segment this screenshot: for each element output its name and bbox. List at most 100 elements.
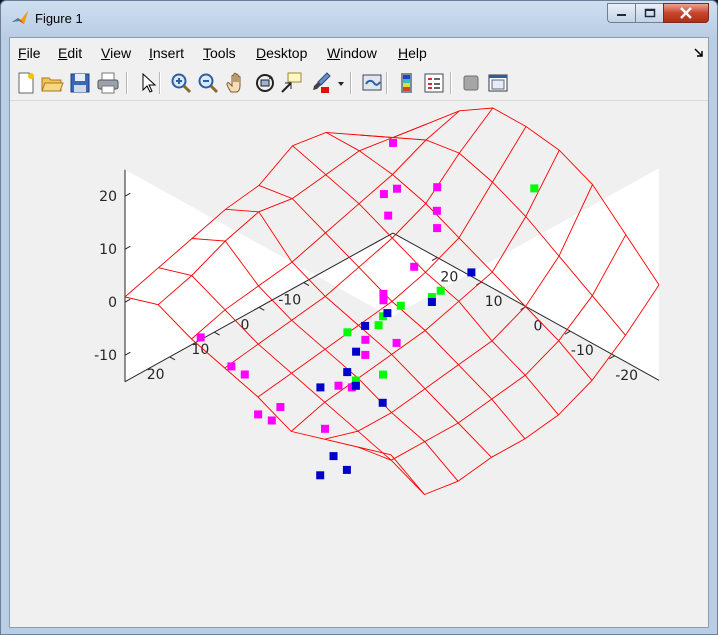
magenta-point-marker xyxy=(379,190,388,199)
mesh-column-line xyxy=(325,132,593,381)
toolbar-separator xyxy=(126,72,128,94)
print-figure-icon xyxy=(97,72,119,94)
x-tick-label: 10 xyxy=(485,294,503,310)
zoom-in-button[interactable] xyxy=(169,71,193,95)
new-figure-icon xyxy=(18,72,34,94)
menu-insert[interactable]: Insert xyxy=(149,45,184,61)
insert-colorbar-button[interactable] xyxy=(395,71,419,95)
hide-plot-tools-icon xyxy=(463,75,479,91)
menu-mnemonic: D xyxy=(256,45,267,61)
menu-view[interactable]: View xyxy=(101,45,131,61)
blue-point-marker xyxy=(316,383,325,392)
menu-bar: File Edit View Insert Tools Desktop Window Help xyxy=(10,38,708,66)
show-plot-tools-icon xyxy=(488,74,508,92)
toolbar-separator xyxy=(386,72,388,94)
magenta-point-marker xyxy=(361,350,370,359)
magenta-point-marker xyxy=(433,224,442,233)
magenta-point-marker xyxy=(196,333,205,342)
magenta-point-marker xyxy=(393,184,401,193)
menu-mnemonic: F xyxy=(18,45,27,61)
green-point-marker xyxy=(379,312,387,321)
menu-mnemonic: W xyxy=(327,45,341,61)
menu-file[interactable]: File xyxy=(18,45,41,61)
menu-label-rest: nsert xyxy=(152,45,185,61)
blue-point-marker xyxy=(352,347,361,356)
new-figure-button[interactable] xyxy=(14,71,38,95)
hide-plot-tools-button[interactable] xyxy=(459,71,483,95)
minimize-icon xyxy=(616,14,626,16)
save-figure-button[interactable] xyxy=(68,71,92,95)
mesh-row-line xyxy=(124,131,394,298)
z-tick xyxy=(124,351,131,356)
y-tick xyxy=(258,306,265,311)
magenta-point-marker xyxy=(433,183,442,192)
magenta-point-marker xyxy=(384,211,393,220)
magenta-point-marker xyxy=(227,362,236,371)
toolbar-separator xyxy=(450,72,452,94)
blue-point-marker xyxy=(467,268,476,277)
data-cursor-button[interactable] xyxy=(280,71,304,95)
print-figure-button[interactable] xyxy=(96,71,120,95)
blue-point-marker xyxy=(342,465,351,474)
rotate-3d-button[interactable] xyxy=(253,71,277,95)
menu-desktop[interactable]: Desktop xyxy=(256,45,307,61)
link-plot-button[interactable] xyxy=(360,71,384,95)
menu-tools[interactable]: Tools xyxy=(203,45,236,61)
magenta-point-marker xyxy=(361,335,370,344)
insert-legend-button[interactable] xyxy=(422,71,446,95)
menu-window[interactable]: Window xyxy=(327,45,377,61)
x-tick-label: -10 xyxy=(571,343,594,359)
brush-button[interactable] xyxy=(309,71,333,95)
window-title: Figure 1 xyxy=(35,11,83,26)
open-file-button[interactable] xyxy=(40,71,64,95)
pan-hand-button[interactable] xyxy=(224,71,248,95)
close-button[interactable] xyxy=(663,3,709,23)
figure-client-area: File Edit View Insert Tools Desktop Window Help… xyxy=(9,37,709,628)
title-bar[interactable]: Figure 1 xyxy=(1,1,717,35)
mesh-column-line xyxy=(158,267,425,495)
x-tick xyxy=(431,257,438,261)
z-tick-label: 10 xyxy=(99,242,117,258)
brush-icon xyxy=(313,72,331,93)
green-point-marker xyxy=(374,321,383,330)
caption-buttons xyxy=(607,3,709,23)
blue-point-marker xyxy=(427,298,436,306)
green-point-marker xyxy=(530,184,539,193)
blue-point-marker xyxy=(343,368,352,377)
green-point-marker xyxy=(427,293,436,302)
toolbar-separator xyxy=(159,72,161,94)
maximize-button[interactable] xyxy=(635,3,663,23)
y-tick xyxy=(169,356,176,361)
magenta-point-marker xyxy=(389,138,397,147)
z-tick xyxy=(124,192,131,197)
chevron-down-icon xyxy=(338,82,344,86)
zoom-out-button[interactable] xyxy=(196,71,220,95)
mesh-column-line xyxy=(124,296,392,456)
z-tick-label: 20 xyxy=(99,189,117,205)
figure-toolbar xyxy=(10,66,708,101)
mesh-column-line xyxy=(191,238,459,482)
y-tick-label: 0 xyxy=(241,317,250,333)
show-plot-tools-button[interactable] xyxy=(486,71,510,95)
figure-canvas[interactable]: -10 0 10 20 -10 0 10 20 -20 -10 0 10 20 xyxy=(10,101,708,627)
menu-label-rest: ile xyxy=(26,45,41,61)
dock-figure-icon[interactable] xyxy=(694,47,704,57)
edit-plot-arrow-button[interactable] xyxy=(136,71,160,95)
magenta-point-marker xyxy=(410,262,419,271)
magenta-point-marker xyxy=(347,383,356,392)
blue-point-marker xyxy=(316,471,325,480)
mesh-column-line xyxy=(292,145,559,416)
menu-label-rest: iew xyxy=(110,45,132,61)
minimize-button[interactable] xyxy=(607,3,635,23)
menu-help[interactable]: Help xyxy=(398,45,427,61)
blue-point-marker xyxy=(361,321,370,330)
y-tick xyxy=(303,282,310,286)
maximize-icon xyxy=(644,8,655,18)
zoom-out-icon xyxy=(198,73,219,94)
z-tick-label: -10 xyxy=(94,348,117,364)
matlab-logo-icon xyxy=(12,11,28,24)
axes-3d[interactable]: -10 0 10 20 -10 0 10 20 -20 -10 0 10 20 xyxy=(10,101,708,627)
menu-label-rest: indow xyxy=(340,45,377,61)
brush-dropdown-button[interactable] xyxy=(336,71,346,95)
menu-edit[interactable]: Edit xyxy=(58,45,82,61)
